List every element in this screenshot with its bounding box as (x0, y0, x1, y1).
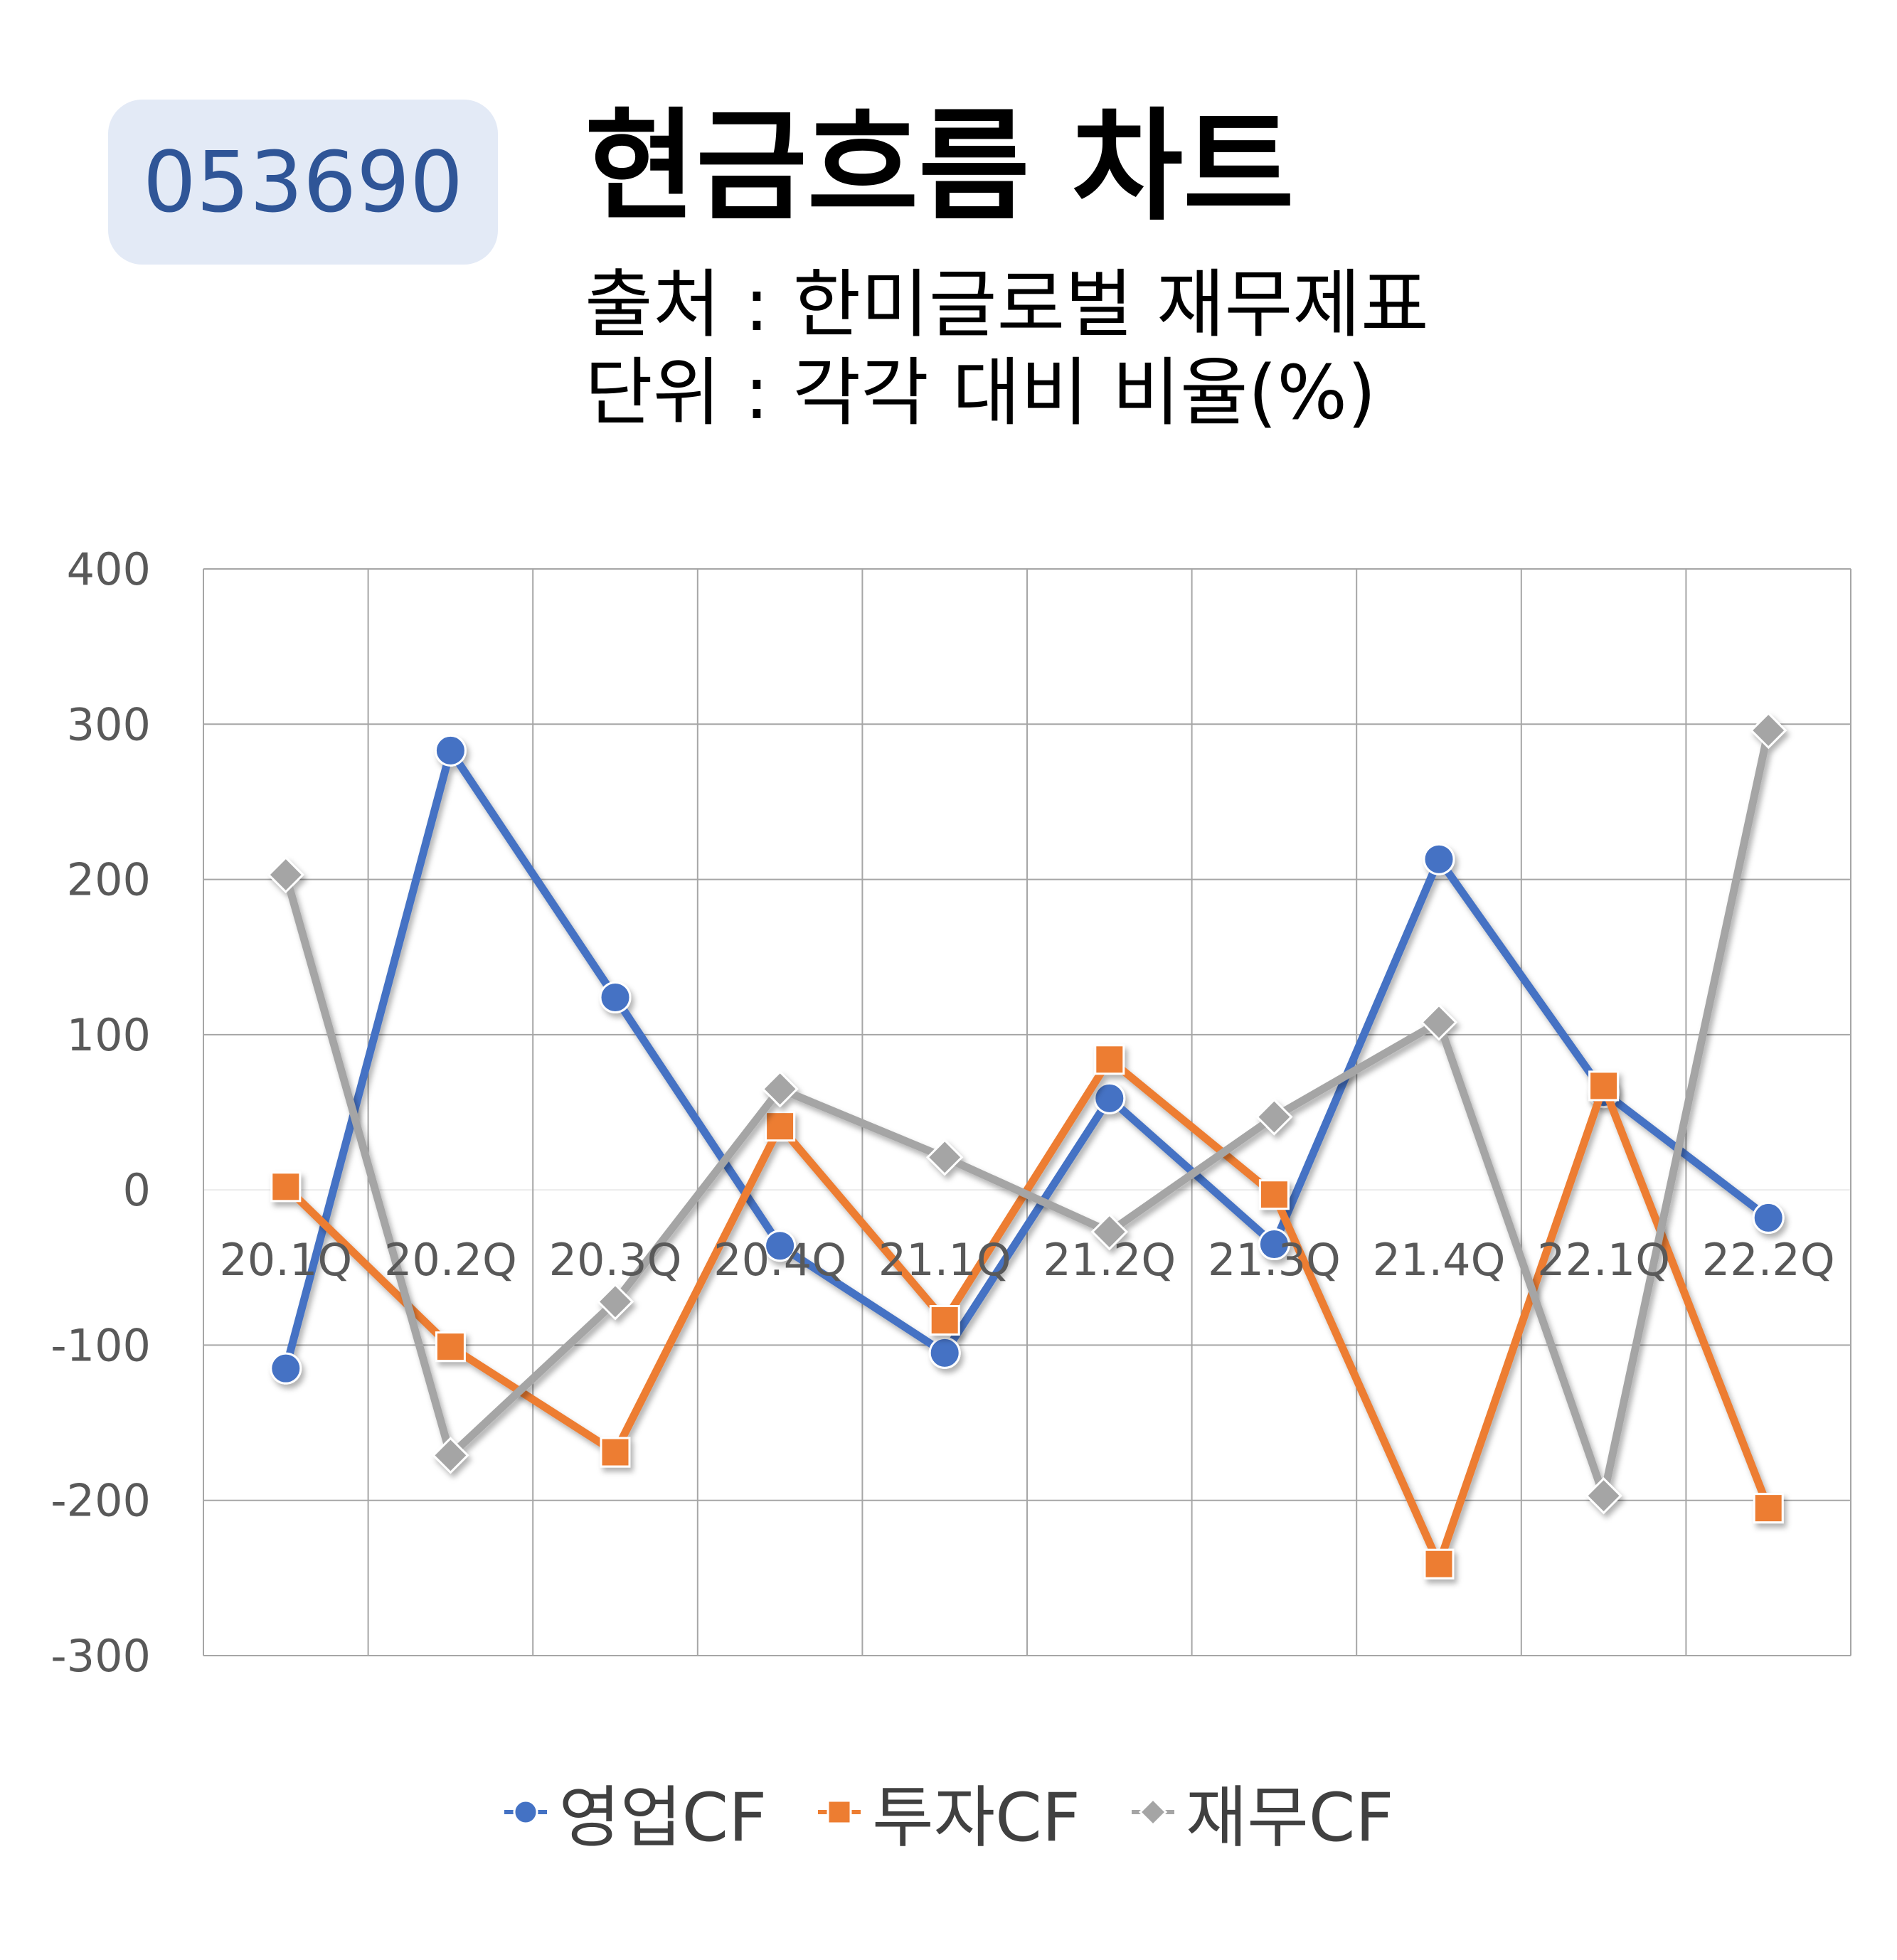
data-point[interactable] (929, 1305, 960, 1336)
data-point[interactable] (761, 1070, 799, 1108)
x-tick-label: 21.2Q (1043, 1234, 1176, 1286)
series-line (282, 1055, 1773, 1568)
data-point[interactable] (1093, 1082, 1126, 1114)
data-point[interactable] (596, 1283, 634, 1321)
legend-item-financing[interactable]: 재무CF (1130, 1764, 1394, 1860)
data-point[interactable] (1255, 1098, 1293, 1136)
data-point[interactable] (1090, 1213, 1128, 1251)
x-tick-label: 20.1Q (219, 1234, 352, 1286)
y-tick-label: 300 (67, 698, 151, 750)
y-tick-label: 100 (67, 1009, 151, 1061)
x-tick-label: 22.1Q (1537, 1234, 1670, 1286)
data-point[interactable] (270, 1352, 302, 1385)
stock-code-badge: 053690 (108, 100, 498, 265)
data-point[interactable] (765, 1111, 796, 1142)
x-tick-label: 20.3Q (549, 1234, 682, 1286)
legend-item-operating[interactable]: 영업CF (503, 1764, 767, 1860)
stock-code: 053690 (142, 133, 464, 231)
y-tick-label: 200 (67, 854, 151, 906)
legend-square-marker (818, 1799, 861, 1825)
x-tick-label: 21.3Q (1208, 1234, 1341, 1286)
data-point[interactable] (764, 1230, 797, 1262)
data-point[interactable] (926, 1139, 964, 1176)
legend-label-operating: 영업CF (558, 1779, 767, 1857)
data-point[interactable] (599, 981, 632, 1013)
data-point[interactable] (1094, 1044, 1125, 1075)
unit-text: 단위 : 각각 대비 비율(%) (585, 349, 1376, 436)
data-point[interactable] (1585, 1477, 1622, 1515)
y-tick-label: 0 (123, 1164, 151, 1216)
series-line (282, 729, 1773, 1500)
data-point[interactable] (1750, 711, 1787, 750)
x-tick-label: 20.4Q (713, 1234, 846, 1286)
series-3 (267, 711, 1787, 1515)
page-title: 현금흐름 차트 (585, 97, 1295, 238)
x-tick-label: 22.2Q (1702, 1234, 1835, 1286)
legend-item-investing[interactable]: 투자CF (817, 1764, 1080, 1860)
data-point[interactable] (1588, 1070, 1620, 1102)
x-tick-label: 20.2Q (384, 1234, 517, 1286)
series-2 (270, 1044, 1784, 1580)
y-tick-label: -100 (51, 1319, 151, 1371)
data-point[interactable] (435, 1331, 466, 1363)
series-line (282, 746, 1771, 1370)
data-point[interactable] (1258, 1228, 1290, 1261)
x-axis-labels: 20.1Q 20.2Q 20.3Q 20.4Q 21.1Q 21.2Q 21.3Q 21.4Q… (219, 1234, 1834, 1286)
x-tick-label: 21.4Q (1373, 1234, 1506, 1286)
source-text: 출처 : 한미글로벌 재무제표 (585, 261, 1429, 348)
data-point[interactable] (1752, 1201, 1785, 1234)
data-point[interactable] (1258, 1179, 1290, 1210)
y-tick-label: 400 (67, 543, 151, 595)
data-point[interactable] (600, 1437, 631, 1468)
legend-circle-marker (504, 1799, 548, 1825)
data-point[interactable] (1420, 1003, 1458, 1041)
data-point[interactable] (1423, 1548, 1455, 1580)
data-point[interactable] (432, 1437, 469, 1474)
data-point[interactable] (434, 734, 467, 767)
y-axis-labels: 400 300 200 100 0 -100 -200 -300 (51, 543, 151, 1682)
legend-diamond-marker (1131, 1798, 1174, 1826)
data-point[interactable] (1423, 843, 1455, 875)
legend-label-investing: 투자CF (872, 1779, 1080, 1857)
data-point[interactable] (270, 1171, 302, 1203)
y-tick-label: -200 (51, 1475, 151, 1527)
chart-legend: 영업CF 투자CF 재무CF (0, 1764, 1897, 1860)
cashflow-line-chart: 400 300 200 100 0 -100 -200 -300 20.1Q 20.2Q 20.3… (51, 543, 1851, 1682)
y-tick-label: -300 (51, 1630, 151, 1682)
data-point[interactable] (267, 856, 304, 894)
series-layer (267, 711, 1787, 1580)
data-point[interactable] (1753, 1493, 1784, 1524)
legend-label-financing: 재무CF (1185, 1779, 1394, 1857)
x-tick-label: 21.1Q (878, 1234, 1011, 1286)
data-point[interactable] (928, 1336, 961, 1369)
